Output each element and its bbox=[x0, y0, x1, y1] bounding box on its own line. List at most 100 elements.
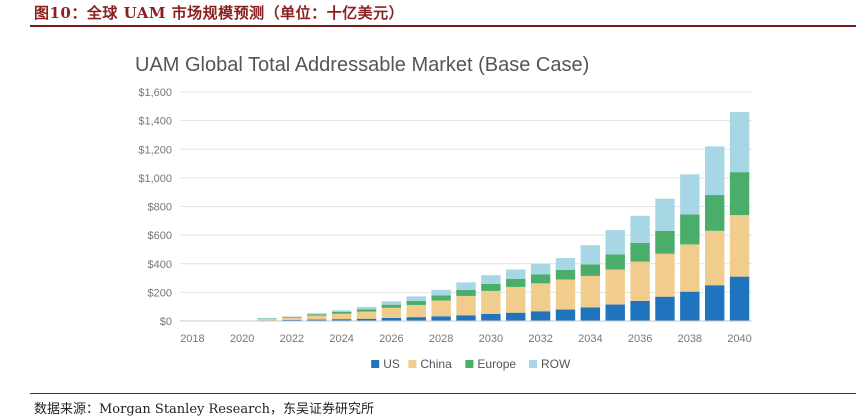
bar-segment-row bbox=[456, 282, 476, 290]
bar-segment-row bbox=[282, 316, 302, 318]
bar-segment-us bbox=[680, 291, 700, 321]
x-tick-label: 2020 bbox=[230, 333, 254, 345]
x-tick-label: 2028 bbox=[429, 333, 453, 345]
bar-segment-europe bbox=[307, 314, 327, 316]
bar-segment-china bbox=[655, 253, 675, 297]
bar-segment-europe bbox=[555, 269, 576, 280]
bar-segment-row bbox=[680, 174, 700, 215]
y-tick-label: $400 bbox=[148, 259, 172, 271]
bar-segment-us bbox=[307, 319, 327, 321]
legend-swatch-us bbox=[371, 360, 380, 368]
bar-segment-europe bbox=[331, 311, 352, 314]
bar-segment-china bbox=[680, 244, 700, 292]
bar-segment-row bbox=[331, 310, 352, 312]
bar-segment-row bbox=[655, 198, 675, 231]
x-tick-label: 2036 bbox=[628, 333, 652, 345]
legend-label-china: China bbox=[420, 357, 452, 371]
bar-segment-china bbox=[406, 304, 426, 318]
bar-segment-europe bbox=[704, 195, 725, 231]
bar-segment-china bbox=[506, 286, 526, 313]
x-tick-label: 2024 bbox=[329, 333, 353, 345]
bar-segment-row bbox=[605, 230, 625, 255]
bar-segment-row bbox=[630, 215, 650, 243]
legend-swatch-china bbox=[408, 360, 417, 368]
bar-segment-europe bbox=[605, 254, 625, 270]
bar-segment-us bbox=[431, 316, 451, 321]
bar-segment-us bbox=[456, 315, 476, 321]
bar-segment-europe bbox=[729, 172, 750, 216]
x-tick-label: 2022 bbox=[280, 333, 304, 345]
bar-segment-europe bbox=[356, 309, 377, 312]
bar-segment-china bbox=[580, 275, 601, 308]
legend: US China Europe ROW bbox=[371, 357, 571, 371]
x-tick-label: 2032 bbox=[528, 333, 552, 345]
bar-segment-europe bbox=[431, 295, 451, 301]
bar-segment-china bbox=[481, 290, 501, 314]
bar-segment-row bbox=[580, 245, 601, 265]
bar-segment-row bbox=[406, 296, 426, 301]
x-tick-label: 2026 bbox=[379, 333, 403, 345]
bar-segment-us bbox=[655, 296, 675, 321]
bar-segment-china bbox=[431, 300, 451, 317]
bar-segment-europe bbox=[456, 289, 476, 296]
bar-segment-row bbox=[481, 275, 501, 284]
y-tick-label: $800 bbox=[148, 202, 172, 214]
bar-segment-us bbox=[406, 317, 426, 321]
bar-segment-europe bbox=[506, 278, 526, 287]
bar-segment-row bbox=[356, 306, 377, 310]
bar-stacks bbox=[257, 112, 750, 321]
bar-segment-europe bbox=[282, 316, 302, 318]
legend-swatch-row bbox=[529, 360, 537, 368]
bar-segment-us bbox=[704, 285, 725, 321]
bar-segment-row bbox=[381, 301, 402, 305]
bar-segment-row bbox=[431, 289, 451, 296]
x-tick-label: 2030 bbox=[479, 333, 503, 345]
bar-segment-europe bbox=[680, 214, 700, 245]
bar-segment-china bbox=[605, 269, 625, 305]
y-tick-label: $0 bbox=[160, 316, 172, 328]
bar-segment-china bbox=[729, 215, 750, 277]
y-tick-label: $200 bbox=[148, 287, 172, 299]
bar-segment-row bbox=[555, 258, 576, 270]
bar-segment-row bbox=[704, 146, 725, 196]
bar-segment-us bbox=[356, 318, 377, 321]
legend-swatch-europe bbox=[465, 360, 474, 368]
chart-title: UAM Global Total Addressable Market (Bas… bbox=[135, 54, 589, 76]
y-tick-label: $600 bbox=[148, 230, 172, 242]
bar-segment-china bbox=[381, 307, 402, 318]
bar-segment-row bbox=[729, 112, 750, 173]
header-rule bbox=[30, 25, 856, 27]
bar-segment-europe bbox=[580, 264, 601, 276]
bar-segment-europe bbox=[257, 318, 277, 319]
figure-header: 图10：全球 UAM 市场规模预测（单位：十亿美元） bbox=[34, 4, 405, 22]
y-tick-label: $1,600 bbox=[138, 87, 172, 99]
bar-segment-europe bbox=[381, 304, 402, 308]
bar-segment-china bbox=[356, 311, 377, 319]
footer-rule bbox=[30, 393, 856, 394]
bar-segment-china bbox=[555, 279, 576, 310]
x-tick-label: 2040 bbox=[727, 333, 751, 345]
bar-segment-china bbox=[282, 317, 302, 320]
bar-segment-us bbox=[530, 311, 551, 321]
bar-segment-china bbox=[704, 230, 725, 286]
x-tick-label: 2038 bbox=[678, 333, 702, 345]
bar-segment-europe bbox=[530, 274, 551, 284]
legend-label-europe: Europe bbox=[477, 357, 516, 371]
bar-segment-row bbox=[530, 263, 551, 275]
grid-lines bbox=[180, 91, 752, 293]
x-tick-label: 2018 bbox=[180, 333, 204, 345]
axes: $0 $200 $400 $600 $800 $1,000 $1,200 $1,400 $1,6… bbox=[138, 87, 752, 345]
bar-segment-china bbox=[307, 315, 327, 320]
bar-segment-us bbox=[481, 313, 501, 321]
bar-segment-row bbox=[257, 318, 277, 319]
data-source: 数据来源：Morgan Stanley Research，东吴证券研究所 bbox=[34, 402, 374, 417]
legend-label-us: US bbox=[383, 357, 400, 371]
bar-segment-us bbox=[729, 276, 750, 321]
y-tick-label: $1,200 bbox=[138, 144, 172, 156]
bar-segment-us bbox=[630, 300, 650, 321]
y-tick-label: $1,000 bbox=[138, 173, 172, 185]
bar-segment-us bbox=[580, 307, 601, 321]
bar-segment-row bbox=[506, 269, 526, 279]
bar-segment-china bbox=[331, 313, 352, 320]
